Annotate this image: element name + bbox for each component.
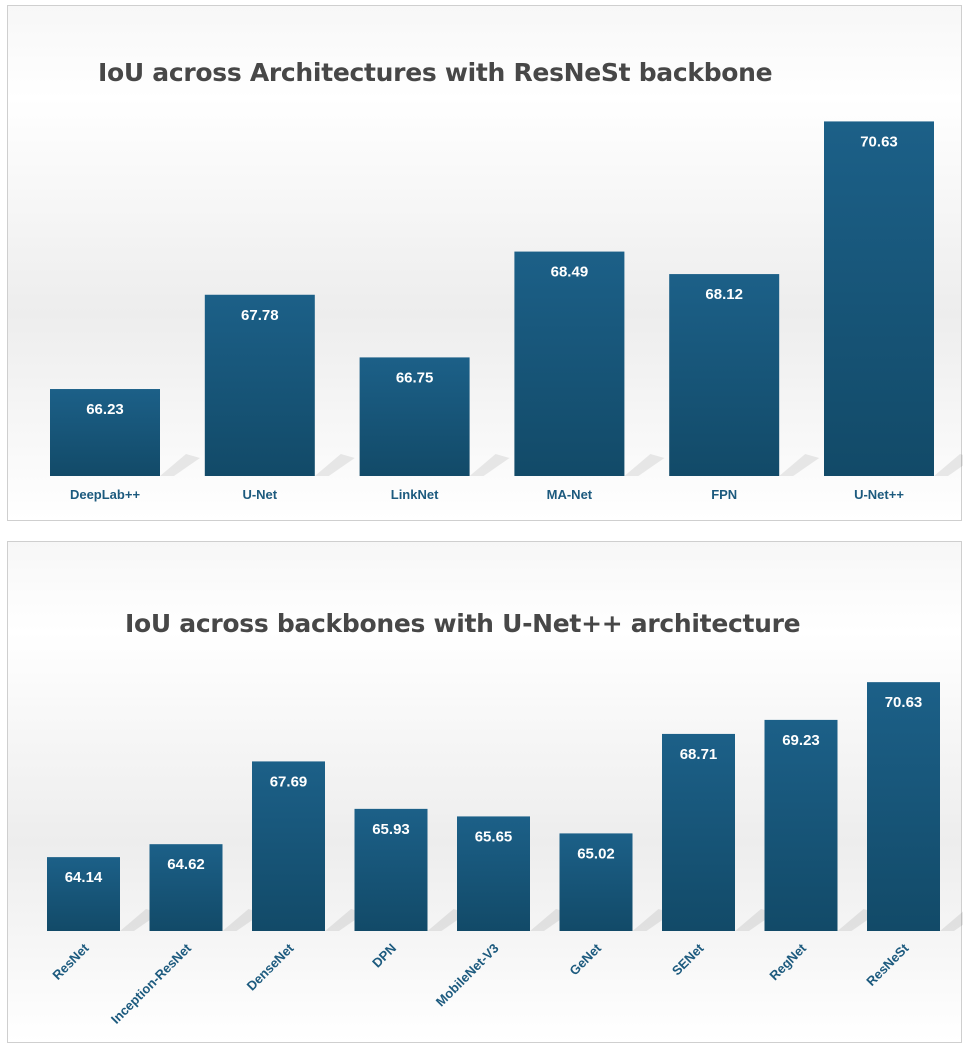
x-tick-label: GeNet	[566, 940, 604, 978]
x-tick-label: DPN	[369, 941, 399, 971]
x-tick-label: RegNet	[766, 940, 809, 983]
bar-deeplab-	[50, 389, 160, 476]
bar-value-label: 68.71	[680, 746, 718, 763]
chart-title-backbones: IoU across backbones with U-Net++ archit…	[125, 609, 801, 638]
x-tick-label: Inception-ResNet	[108, 940, 195, 1027]
bar-regnet	[764, 719, 838, 931]
bar-senet	[662, 733, 735, 931]
bar-linknet	[359, 357, 470, 476]
bar-mobilenet-v3	[457, 816, 530, 931]
bar-u-net-	[824, 121, 934, 476]
bar-shadow	[934, 454, 963, 476]
bar-value-label: 66.23	[86, 401, 124, 418]
bar-value-label: 65.93	[372, 821, 410, 838]
x-tick-label: U-Net	[242, 487, 277, 502]
bar-genet	[559, 833, 633, 931]
bar-shadow	[940, 911, 963, 931]
x-tick-label: DeepLab++	[70, 487, 140, 502]
bar-value-label: 68.49	[551, 264, 589, 281]
x-tick-label: ResNeSt	[863, 940, 912, 989]
x-tick-label: MA-Net	[547, 487, 593, 502]
chart-panel-backbones: IoU across backbones with U-Net++ archit…	[7, 541, 963, 1043]
bar-u-net	[204, 294, 315, 476]
bar-value-label: 67.78	[241, 307, 279, 324]
bar-value-label: 68.12	[705, 286, 743, 303]
bar-value-label: 67.69	[270, 773, 308, 790]
bar-chart-backbones: 64.14 ResNet 64.62 Inception-ResNet 67.69 Den…	[47, 682, 963, 1027]
x-tick-label: SENet	[669, 940, 707, 978]
bar-shadow	[469, 454, 510, 476]
bar-value-label: 70.63	[860, 133, 898, 150]
bar-shadow	[624, 454, 665, 476]
chart-panel-architectures: IoU across Architectures with ResNeSt ba…	[7, 5, 963, 521]
bar-value-label: 65.65	[475, 828, 513, 845]
x-tick-label: FPN	[711, 487, 737, 502]
bar-shadow	[160, 454, 200, 476]
bar-value-label: 64.14	[65, 869, 103, 886]
bar-resnet	[47, 857, 120, 931]
bar-value-label: 66.75	[396, 369, 434, 386]
chart-title-architectures: IoU across Architectures with ResNeSt ba…	[98, 58, 773, 87]
bar-densenet	[252, 761, 325, 931]
bar-shadow	[314, 454, 355, 476]
bar-inception-resnet	[149, 844, 223, 931]
bar-value-label: 69.23	[782, 732, 820, 749]
x-tick-label: U-Net++	[854, 487, 904, 502]
bar-value-label: 65.02	[577, 845, 615, 862]
x-tick-label: DenseNet	[244, 940, 297, 993]
x-tick-label: MobileNet-V3	[433, 941, 502, 1010]
bar-ma-net	[514, 251, 625, 476]
bar-resnest	[867, 682, 940, 931]
bar-chart-architectures: 66.23 DeepLab++ 67.78 U-Net 66.75 LinkNet 68.4…	[50, 121, 963, 502]
bar-fpn	[669, 274, 780, 476]
bar-value-label: 70.63	[885, 694, 923, 711]
x-tick-label: LinkNet	[391, 487, 439, 502]
bar-shadow	[779, 454, 820, 476]
bar-value-label: 64.62	[167, 856, 205, 873]
x-tick-label: ResNet	[49, 940, 92, 983]
bar-dpn	[354, 808, 428, 931]
